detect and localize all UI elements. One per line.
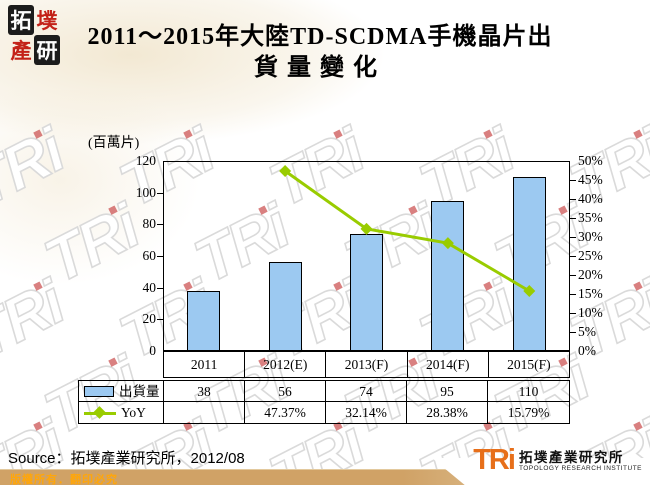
left-axis-tick-label: 40	[142, 279, 157, 295]
right-axis-tick-label: 5%	[578, 324, 596, 339]
watermark-red-dot	[633, 281, 643, 291]
tri-logo-name-zh: 拓墣產業研究所	[518, 450, 624, 465]
series-label: 出貨量	[119, 383, 160, 399]
table-value: 32.14%	[326, 402, 407, 423]
right-axis-tickmark	[569, 313, 576, 314]
right-axis-tick-label: 50%	[578, 153, 603, 168]
table-value: 56	[245, 381, 326, 402]
parchment-texture-2	[0, 90, 260, 330]
left-axis-tick-label: 80	[142, 216, 157, 232]
left-axis-tickmark	[157, 287, 164, 289]
left-axis-tickmark	[157, 224, 164, 226]
chart-title-line1: 2011～2015年大陸TD-SCDMA手機晶片出	[87, 24, 553, 50]
left-axis-tick-label: 20	[142, 311, 157, 327]
copyright-text: 版權所有．翻印必究	[10, 474, 118, 485]
tri-logo-names: 拓墣產業研究所 TOPOLOGY RESEARCH INSTITUTE	[519, 450, 642, 473]
source-note: Source：拓墣產業研究所，2012/08	[8, 450, 245, 467]
chart-title-line2: 貨量變化	[254, 55, 386, 81]
legend-cell-yoy: YoY	[79, 402, 164, 423]
tri-logo: TRi 拓墣產業研究所 TOPOLOGY RESEARCH INSTITUTE	[473, 444, 642, 476]
right-axis-tick-label: 40%	[578, 191, 603, 206]
right-axis-tickmark	[569, 256, 576, 257]
right-axis-tick-label: 45%	[578, 172, 603, 187]
table-value	[164, 402, 245, 423]
right-axis-tick-label: 35%	[578, 210, 603, 225]
right-axis-tick-label: 30%	[578, 229, 603, 244]
yoy-data-marker	[279, 164, 292, 177]
watermark-red-dot	[633, 129, 643, 139]
line-legend-swatch	[84, 405, 116, 419]
bar-legend-swatch	[84, 385, 114, 397]
category-label: 2013(F)	[326, 352, 408, 377]
table-value: 74	[326, 381, 407, 402]
watermark-red-dot	[483, 129, 493, 139]
left-axis-tick-label: 120	[135, 153, 156, 168]
left-axis-tick-label: 0	[149, 343, 156, 358]
bar-2011	[187, 290, 221, 351]
series-label: YoY	[121, 405, 146, 420]
left-axis-tickmark	[157, 192, 164, 194]
right-axis-tick-label: 15%	[578, 286, 603, 301]
category-label: 2014(F)	[408, 352, 489, 377]
line-legend-diamond	[93, 405, 106, 419]
category-label: 2015(F)	[507, 357, 551, 372]
right-axis-tickmark	[569, 332, 576, 333]
bar-2013(F)	[350, 233, 383, 351]
left-axis-tickmark	[157, 256, 164, 257]
data-table: 出貨量 38 56 74 95 110 YoY 47.37% 32.14% 28.38% 15.79…	[78, 380, 570, 424]
left-axis-tickmark	[157, 319, 164, 321]
table-value: 110	[488, 381, 569, 402]
chart-title: 2011～2015年大陸TD-SCDMA手機晶片出 貨量變化	[40, 22, 600, 84]
left-axis-tick-label: 60	[142, 248, 157, 263]
category-label: 2012(E)	[245, 352, 327, 377]
table-value: 38	[164, 381, 245, 402]
yoy-data-marker	[523, 284, 536, 297]
seal-char-2: 墣	[36, 9, 58, 33]
left-axis-unit-label: (百萬片)	[88, 136, 140, 151]
right-axis-tickmark	[569, 294, 576, 295]
logo-background-panel	[432, 458, 650, 485]
table-value: 95	[407, 381, 488, 402]
watermark-red-dot	[33, 421, 43, 431]
legend-cell-shipments: 出貨量	[79, 381, 164, 402]
tri-logo-name-en: TOPOLOGY RESEARCH INSTITUTE	[518, 465, 642, 472]
bar-2015(F)	[512, 176, 546, 351]
right-axis-tickmark	[569, 199, 576, 200]
table-value: 28.38%	[407, 402, 488, 423]
right-axis-tick-label: 10%	[578, 305, 603, 320]
left-axis-tick-label: 100	[135, 184, 156, 200]
category-axis-row: 2011 2012(E) 2013(F) 2014(F) 2015(F)	[163, 351, 570, 378]
category-label: 2011	[164, 352, 246, 377]
yoy-data-marker	[441, 237, 454, 250]
right-axis-tick-label: 20%	[578, 267, 603, 282]
topology-seal-logo: 拓 墣 產 研	[8, 5, 60, 65]
yoy-line-series	[279, 164, 536, 297]
right-axis-tick-label: 25%	[578, 248, 603, 263]
bar-2014(F)	[431, 200, 465, 351]
right-axis-tickmark	[569, 275, 576, 276]
watermark-red-dot	[633, 421, 643, 431]
seal-char-1: 拓	[8, 5, 34, 35]
tri-logo-mark: TRi	[473, 444, 516, 476]
seal-char-4: 研	[34, 35, 60, 65]
table-value: 15.79%	[507, 405, 550, 420]
seal-char-3: 產	[10, 39, 32, 63]
right-axis-tickmark	[569, 218, 576, 219]
yoy-data-marker	[360, 222, 373, 235]
right-axis-tickmark	[569, 180, 576, 181]
table-value: 47.37%	[245, 402, 326, 423]
right-axis-tick-label: 0%	[578, 343, 596, 358]
bar-2012(E)	[268, 262, 302, 351]
right-axis-tickmark	[569, 237, 576, 238]
